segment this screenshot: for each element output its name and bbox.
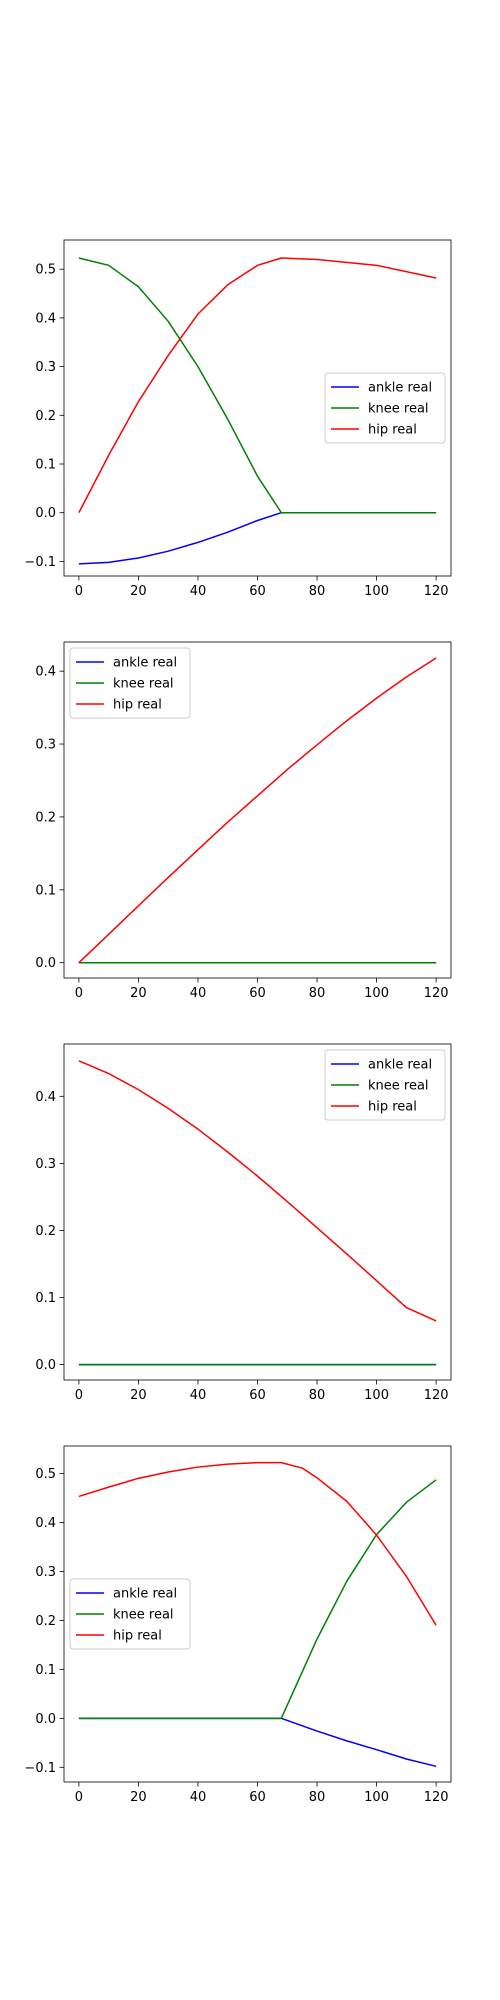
legend: ankle real knee real hip real <box>324 1049 446 1121</box>
x-tick-label: 0 <box>75 584 83 599</box>
x-tick-label: 120 <box>424 1790 449 1805</box>
y-tick-label: 0.3 <box>35 738 56 753</box>
y-tick-label: 0.1 <box>35 883 56 898</box>
y-tick-label: 0.0 <box>35 956 56 971</box>
x-tick-label: 20 <box>130 584 147 599</box>
legend-label: knee real <box>113 1608 174 1623</box>
y-tick-label: 0.2 <box>35 810 56 825</box>
y-tick-label: 0.0 <box>35 1712 56 1727</box>
x-tick-label: 120 <box>424 584 449 599</box>
series-group <box>78 1060 437 1366</box>
y-tick-label: 0.1 <box>35 1663 56 1678</box>
legend-label: hip real <box>368 1100 417 1115</box>
x-tick-label: 120 <box>424 1388 449 1403</box>
y-tick-label: 0.3 <box>35 1565 56 1580</box>
x-tick-label: 60 <box>249 986 266 1001</box>
x-tick-label: 100 <box>364 584 389 599</box>
series-group <box>78 657 437 964</box>
y-tick-label: 0.0 <box>35 506 56 521</box>
series-line-hip-real <box>78 257 437 514</box>
x-tick-label: 40 <box>190 986 207 1001</box>
series-line-knee-real <box>78 257 437 514</box>
x-tick-label: 80 <box>309 1388 326 1403</box>
x-tick-label: 100 <box>364 986 389 1001</box>
x-tick-label: 100 <box>364 1388 389 1403</box>
x-tick-label: 60 <box>249 1388 266 1403</box>
subplot-3: 0 20 40 60 80 100 120 0.0 0.1 0.2 0.3 0.4 ankle real… <box>35 1043 452 1403</box>
subplot-2: 0 20 40 60 80 100 120 0.0 0.1 0.2 0.3 0.4 ankle real… <box>35 641 452 1001</box>
y-tick-label: 0.4 <box>35 1516 56 1531</box>
y-tick-label: −0.1 <box>24 1761 56 1776</box>
legend: ankle real knee real hip real <box>69 1578 191 1650</box>
series-line-hip-real <box>78 657 437 964</box>
y-tick-label: 0.2 <box>35 409 56 424</box>
x-tick-label: 80 <box>309 986 326 1001</box>
y-tick-label: 0.1 <box>35 1291 56 1306</box>
y-tick-label: 0.4 <box>35 665 56 680</box>
x-tick-label: 40 <box>190 584 207 599</box>
y-tick-label: 0.2 <box>35 1614 56 1629</box>
legend-label: knee real <box>368 402 429 417</box>
y-tick-label: 0.3 <box>35 360 56 375</box>
legend-label: ankle real <box>368 381 432 396</box>
x-tick-label: 120 <box>424 986 449 1001</box>
series-group <box>78 257 437 565</box>
legend-label: ankle real <box>113 656 177 671</box>
x-tick-label: 20 <box>130 1388 147 1403</box>
legend-label: hip real <box>113 698 162 713</box>
y-tick-label: 0.4 <box>35 311 56 326</box>
x-tick-label: 80 <box>309 1790 326 1805</box>
y-tick-label: 0.3 <box>35 1157 56 1172</box>
y-tick-label: 0.0 <box>35 1358 56 1373</box>
x-tick-label: 0 <box>75 986 83 1001</box>
subplot-1: 0 20 40 60 80 100 120 −0.1 0.0 0.1 0.2 0.3 0.4 0.5 ank… <box>24 239 452 599</box>
legend-label: ankle real <box>113 1587 177 1602</box>
y-tick-label: 0.5 <box>35 263 56 278</box>
x-tick-label: 0 <box>75 1790 83 1805</box>
y-tick-label: 0.4 <box>35 1090 56 1105</box>
y-tick-label: 0.2 <box>35 1224 56 1239</box>
x-tick-label: 80 <box>309 584 326 599</box>
legend-label: hip real <box>113 1629 162 1644</box>
legend-box <box>324 372 446 444</box>
subplot-4: 0 20 40 60 80 100 120 −0.1 0.0 0.1 0.2 0.3 0.4 0.5 ank… <box>24 1445 452 1805</box>
series-line-ankle-real <box>78 511 437 565</box>
legend: ankle real knee real hip real <box>69 647 191 719</box>
x-tick-label: 60 <box>249 1790 266 1805</box>
legend-label: hip real <box>368 423 417 438</box>
series-group <box>78 1461 437 1768</box>
series-line-ankle-real <box>78 1717 437 1768</box>
x-tick-label: 20 <box>130 1790 147 1805</box>
y-tick-label: 0.1 <box>35 458 56 473</box>
series-line-hip-real <box>78 1060 437 1322</box>
y-tick-label: 0.5 <box>35 1467 56 1482</box>
legend-label: knee real <box>368 1079 429 1094</box>
y-tick-label: −0.1 <box>24 555 56 570</box>
series-line-hip-real <box>78 1461 437 1626</box>
x-tick-label: 40 <box>190 1388 207 1403</box>
x-tick-label: 60 <box>249 584 266 599</box>
x-tick-label: 0 <box>75 1388 83 1403</box>
legend-box <box>324 1049 446 1121</box>
legend-label: ankle real <box>368 1058 432 1073</box>
x-tick-label: 40 <box>190 1790 207 1805</box>
x-tick-label: 20 <box>130 986 147 1001</box>
legend-box <box>69 647 191 719</box>
x-tick-label: 100 <box>364 1790 389 1805</box>
series-line-knee-real <box>78 1479 437 1720</box>
legend: ankle real knee real hip real <box>324 372 446 444</box>
legend-label: knee real <box>113 677 174 692</box>
legend-box <box>69 1578 191 1650</box>
